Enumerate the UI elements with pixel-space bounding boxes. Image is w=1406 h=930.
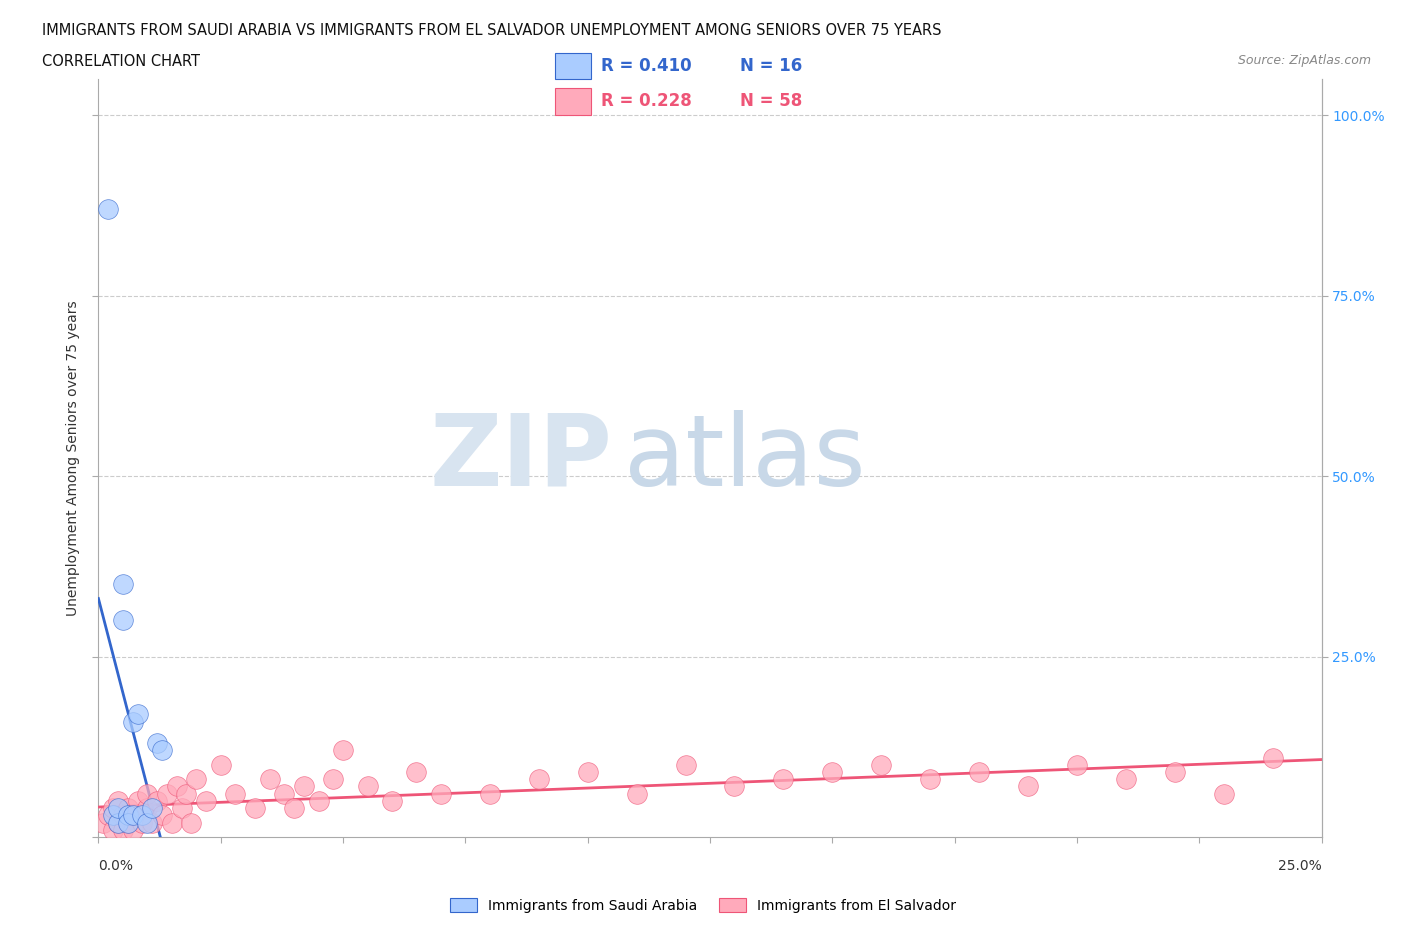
Point — [160, 815, 183, 830]
Point — [967, 764, 990, 779]
Point — [870, 757, 893, 772]
Point — [141, 801, 163, 816]
Point — [356, 779, 378, 794]
Point — [121, 808, 143, 823]
Point — [121, 822, 143, 837]
Point — [381, 793, 404, 808]
Point — [626, 786, 648, 801]
Text: 25.0%: 25.0% — [1278, 858, 1322, 872]
Point — [97, 808, 120, 823]
Text: atlas: atlas — [624, 409, 866, 507]
Point — [91, 815, 114, 830]
Point — [259, 772, 281, 787]
Point — [136, 801, 159, 816]
Point — [478, 786, 501, 801]
Text: R = 0.410: R = 0.410 — [600, 58, 692, 75]
Text: 0.0%: 0.0% — [98, 858, 134, 872]
Point — [107, 801, 129, 816]
Text: N = 16: N = 16 — [740, 58, 801, 75]
Point — [675, 757, 697, 772]
Point — [101, 801, 124, 816]
Point — [136, 786, 159, 801]
Point — [405, 764, 427, 779]
Y-axis label: Unemployment Among Seniors over 75 years: Unemployment Among Seniors over 75 years — [66, 300, 80, 616]
Point — [430, 786, 453, 801]
Text: Source: ZipAtlas.com: Source: ZipAtlas.com — [1237, 54, 1371, 67]
FancyBboxPatch shape — [554, 53, 591, 79]
Point — [111, 808, 134, 823]
Point — [322, 772, 344, 787]
Point — [111, 613, 134, 628]
Point — [121, 714, 143, 729]
Point — [146, 736, 169, 751]
Point — [1115, 772, 1137, 787]
Point — [195, 793, 218, 808]
Point — [107, 815, 129, 830]
Point — [1212, 786, 1234, 801]
Text: R = 0.228: R = 0.228 — [600, 92, 692, 111]
Point — [117, 801, 139, 816]
Point — [209, 757, 232, 772]
Point — [127, 793, 149, 808]
Point — [170, 801, 193, 816]
Point — [308, 793, 330, 808]
Point — [1017, 779, 1039, 794]
Point — [131, 808, 153, 823]
Point — [273, 786, 295, 801]
Point — [527, 772, 550, 787]
Point — [283, 801, 305, 816]
Point — [150, 808, 173, 823]
Point — [576, 764, 599, 779]
Point — [107, 815, 129, 830]
Point — [136, 815, 159, 830]
Text: ZIP: ZIP — [429, 409, 612, 507]
Point — [121, 808, 143, 823]
Point — [292, 779, 315, 794]
Point — [111, 822, 134, 837]
Point — [97, 202, 120, 217]
Point — [772, 772, 794, 787]
Point — [723, 779, 745, 794]
Point — [131, 815, 153, 830]
Point — [176, 786, 198, 801]
Point — [156, 786, 179, 801]
Legend: Immigrants from Saudi Arabia, Immigrants from El Salvador: Immigrants from Saudi Arabia, Immigrants… — [444, 893, 962, 919]
Point — [180, 815, 202, 830]
Point — [1066, 757, 1088, 772]
Text: CORRELATION CHART: CORRELATION CHART — [42, 54, 200, 69]
Point — [117, 815, 139, 830]
Point — [117, 808, 139, 823]
Point — [821, 764, 844, 779]
Point — [150, 743, 173, 758]
Text: IMMIGRANTS FROM SAUDI ARABIA VS IMMIGRANTS FROM EL SALVADOR UNEMPLOYMENT AMONG S: IMMIGRANTS FROM SAUDI ARABIA VS IMMIGRAN… — [42, 23, 942, 38]
Point — [920, 772, 942, 787]
Point — [243, 801, 266, 816]
Point — [186, 772, 208, 787]
Point — [127, 707, 149, 722]
Point — [1164, 764, 1187, 779]
Point — [107, 793, 129, 808]
Text: N = 58: N = 58 — [740, 92, 801, 111]
Point — [166, 779, 188, 794]
Point — [117, 815, 139, 830]
Point — [146, 793, 169, 808]
Point — [101, 822, 124, 837]
FancyBboxPatch shape — [554, 88, 591, 115]
Point — [1261, 751, 1284, 765]
Point — [141, 815, 163, 830]
Point — [224, 786, 246, 801]
Point — [111, 577, 134, 591]
Point — [101, 808, 124, 823]
Point — [332, 743, 354, 758]
